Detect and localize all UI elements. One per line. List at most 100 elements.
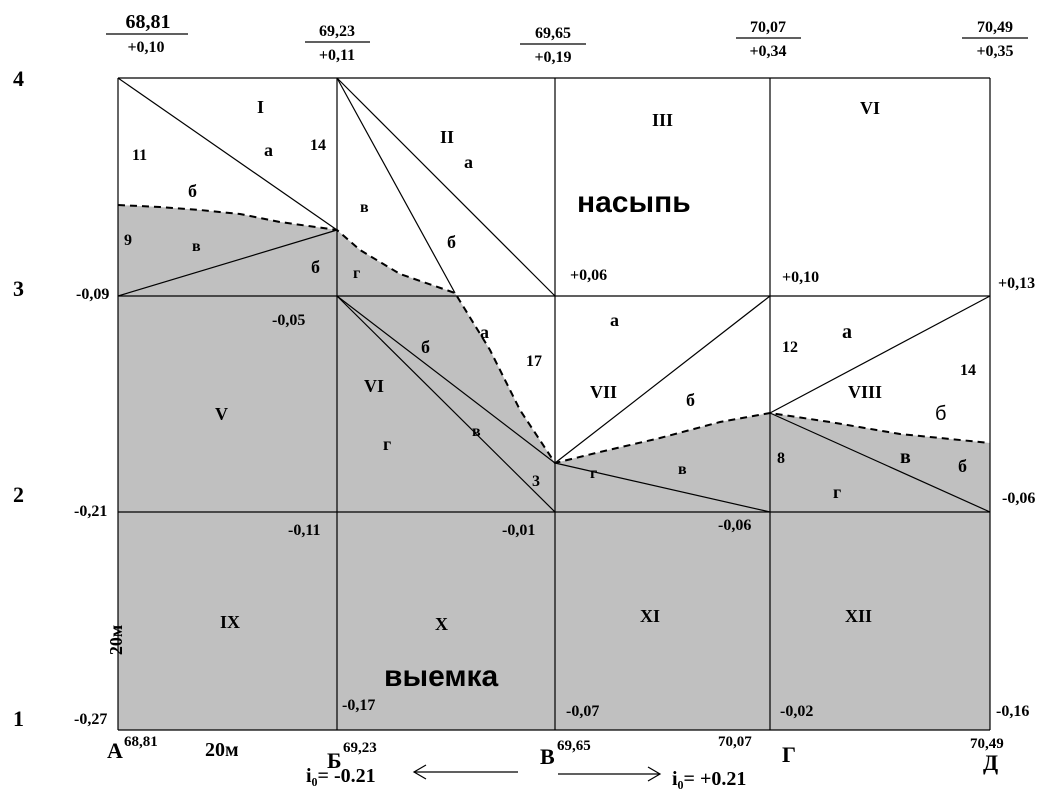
top-marks: 68,81 +0,10 69,23 +0,11 69,65 +0,19 70,0…	[106, 11, 1028, 66]
top-elev-5: 70,49	[977, 19, 1013, 36]
svg-text:Д: Д	[983, 750, 998, 775]
svg-text:14: 14	[960, 362, 976, 379]
square-label: VII	[590, 382, 617, 402]
square-label: V	[215, 404, 228, 424]
row1-marks: -0,27 -0,17 -0,07 -0,02 -0,16	[74, 697, 1029, 728]
mark-a3: -0,09	[76, 286, 109, 303]
top-work-2: +0,11	[319, 47, 355, 64]
svg-text:б: б	[188, 181, 197, 201]
column-labels: А 68,81 Б 69,23 В 69,65 70,07 Г Д 70,49	[107, 734, 1004, 775]
square-label: IX	[220, 612, 240, 632]
top-work-1: +0,10	[127, 39, 164, 56]
mark-b1: -0,17	[342, 697, 375, 714]
svg-text:в: в	[360, 199, 369, 216]
mark-b2: -0,11	[288, 522, 320, 539]
svg-text:14: 14	[310, 137, 326, 154]
mark-d3: +0,13	[998, 275, 1035, 292]
square-label: III	[652, 110, 673, 130]
svg-text:б: б	[447, 232, 456, 252]
cut-area	[118, 205, 990, 730]
svg-text:11: 11	[132, 147, 147, 164]
svg-text:б: б	[935, 403, 946, 425]
svg-text:70,49: 70,49	[970, 736, 1004, 752]
top-elev-3: 69,65	[535, 25, 571, 42]
square-numbers: I II III VI V VI VII VIII IX X XI XII	[215, 97, 882, 634]
svg-text:70,07: 70,07	[718, 734, 752, 750]
row-label-1: 1	[13, 706, 24, 731]
svg-text:8: 8	[777, 450, 785, 467]
square-label: VI	[364, 376, 384, 396]
top-elev-1: 68,81	[126, 11, 171, 33]
mark-v2: -0,01	[502, 522, 535, 539]
svg-text:а: а	[842, 321, 852, 343]
svg-text:Г: Г	[782, 742, 796, 767]
square-label: VI	[860, 98, 880, 118]
svg-text:в: в	[192, 238, 201, 255]
svg-text:в: в	[900, 446, 911, 468]
top-elev-2: 69,23	[319, 23, 355, 40]
square-label: VIII	[848, 382, 882, 402]
svg-text:в: в	[472, 423, 481, 440]
triangle-labels: а б в б а б в г а б в г а б в г а в г б …	[188, 140, 967, 502]
svg-text:68,81: 68,81	[124, 734, 158, 750]
svg-text:а: а	[464, 152, 473, 172]
row-label-4: 4	[13, 66, 24, 91]
mark-d2: -0,06	[1002, 490, 1035, 507]
mark-v3: +0,06	[570, 267, 607, 284]
slope-indicators: i₀= -0.21 i₀= +0.21	[306, 764, 746, 790]
mark-b3: -0,05	[272, 312, 305, 329]
svg-text:в: в	[678, 461, 687, 478]
svg-text:17: 17	[526, 353, 542, 370]
mark-g3: +0,10	[782, 269, 819, 286]
svg-text:б: б	[686, 390, 695, 410]
svg-text:б: б	[421, 337, 430, 357]
square-label: X	[435, 614, 448, 634]
mark-v1: -0,07	[566, 703, 599, 720]
svg-text:3: 3	[532, 473, 540, 490]
square-label: I	[257, 97, 264, 117]
mark-g1: -0,02	[780, 703, 813, 720]
top-work-3: +0,19	[534, 49, 571, 66]
square-label: XI	[640, 606, 660, 626]
svg-text:В: В	[540, 744, 555, 769]
svg-text:а: а	[610, 310, 619, 330]
svg-text:г: г	[383, 434, 391, 454]
svg-text:б: б	[958, 456, 967, 476]
svg-text:Б: Б	[327, 748, 342, 773]
svg-text:а: а	[480, 322, 489, 342]
vertical-scale-label: 20м	[106, 625, 126, 655]
fill-zone-label: насыпь	[577, 186, 691, 219]
mark-g2: -0,06	[718, 517, 751, 534]
mark-d1: -0,16	[996, 703, 1029, 720]
row-labels: 4 3 2 1	[13, 66, 24, 731]
row2-marks: -0,21 -0,11 -0,01 -0,06 -0,06	[74, 490, 1035, 539]
square-label: II	[440, 127, 454, 147]
svg-text:А: А	[107, 738, 123, 763]
left-slope-label: i₀= -0.21	[306, 765, 376, 787]
top-work-4: +0,34	[749, 43, 786, 60]
svg-text:9: 9	[124, 232, 132, 249]
svg-text:г: г	[353, 265, 360, 282]
triangulation-lines	[117, 77, 991, 513]
top-work-5: +0,35	[976, 43, 1013, 60]
grid-lines	[117, 77, 991, 731]
svg-text:69,65: 69,65	[557, 738, 591, 754]
row-label-2: 2	[13, 482, 24, 507]
top-elev-4: 70,07	[750, 19, 786, 36]
svg-text:12: 12	[782, 339, 798, 356]
svg-text:69,23: 69,23	[343, 740, 377, 756]
svg-text:г: г	[833, 482, 841, 502]
mark-a2: -0,21	[74, 503, 107, 520]
row-label-3: 3	[13, 276, 24, 301]
cut-zone-label: выемка	[384, 660, 499, 693]
mark-a1: -0,27	[74, 711, 107, 728]
row3-marks: -0,09 -0,05 +0,06 +0,10 +0,13	[76, 267, 1035, 329]
right-slope-label: i₀= +0.21	[672, 768, 746, 790]
svg-text:г: г	[590, 465, 597, 482]
horizontal-scale-label: 20м	[205, 739, 239, 761]
svg-text:а: а	[264, 140, 273, 160]
distance-labels: 11 14 9 17 3 12 14 8	[124, 137, 976, 490]
square-label: XII	[845, 606, 872, 626]
svg-text:б: б	[311, 257, 320, 277]
